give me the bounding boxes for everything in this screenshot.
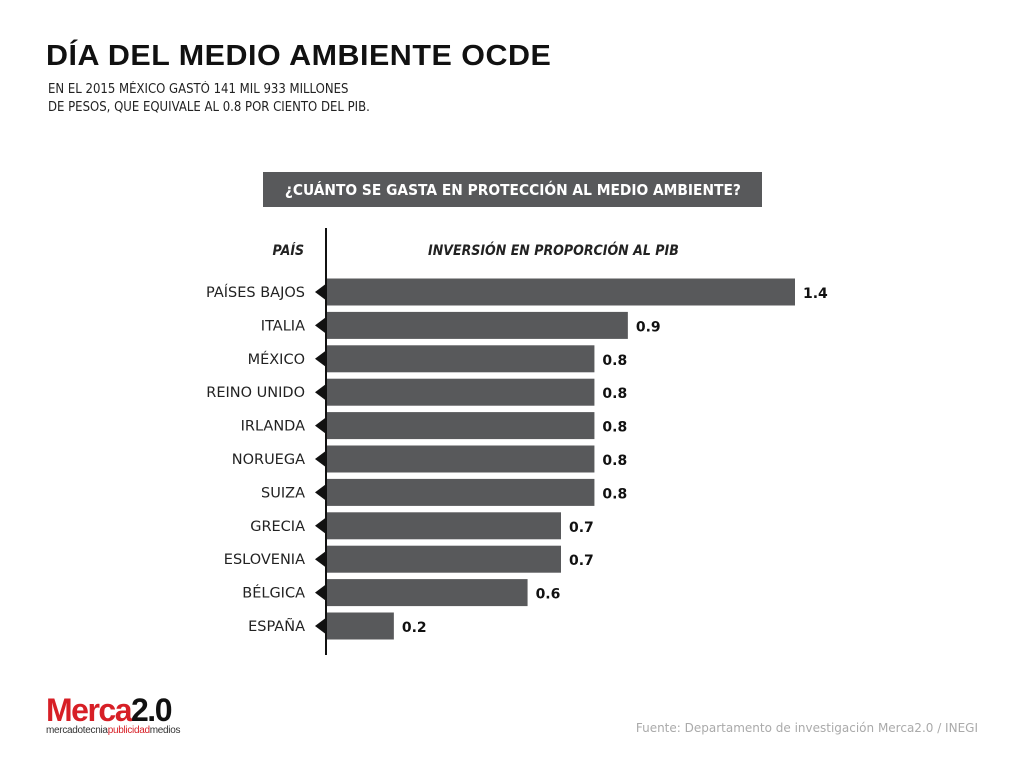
value-header: INVERSIÓN EN PROPORCIÓN AL PIB <box>428 243 679 259</box>
category-label: REINO UNIDO <box>206 385 305 401</box>
row-marker-icon <box>315 550 327 569</box>
subtitle-line-1: EN EL 2015 MÉXICO GASTÓ 141 MIL 933 MILL… <box>48 82 349 97</box>
row-marker-icon <box>315 416 327 435</box>
category-label: IRLANDA <box>241 419 305 435</box>
merca-logo: Merca2.0 mercadotecniapublicidadmedios <box>46 692 181 736</box>
value-label: 1.4 <box>803 286 828 302</box>
value-label: 0.2 <box>402 620 427 636</box>
category-label: ITALIA <box>261 318 305 334</box>
source-note: Fuente: Departamento de investigación Me… <box>635 721 978 735</box>
category-label: ESPAÑA <box>248 618 305 635</box>
category-label: NORUEGA <box>232 452 305 468</box>
category-label: BÉLGICA <box>242 585 305 602</box>
page-title: DÍA DEL MEDIO AMBIENTE OCDE <box>46 40 552 72</box>
bar <box>327 512 561 540</box>
row-marker-icon <box>315 383 327 402</box>
bar <box>327 345 595 373</box>
row-marker-icon <box>315 283 327 301</box>
category-label: SUIZA <box>261 485 305 501</box>
bar <box>327 412 595 440</box>
row-marker-icon <box>315 316 327 335</box>
bar <box>327 478 595 506</box>
row-marker-icon <box>315 450 327 468</box>
value-label: 0.7 <box>569 553 594 569</box>
subtitle-line-2: DE PESOS, QUE EQUIVALE AL 0.8 POR CIENTO… <box>48 100 370 115</box>
row-marker-icon <box>315 516 327 535</box>
category-label: GRECIA <box>250 519 305 535</box>
value-label: 0.8 <box>602 386 627 402</box>
value-label: 0.6 <box>536 587 561 603</box>
country-header: PAÍS <box>272 243 304 259</box>
value-label: 0.8 <box>602 453 627 469</box>
value-label: 0.8 <box>602 420 627 436</box>
bar <box>327 378 595 406</box>
value-label: 0.8 <box>602 486 627 502</box>
row-marker-icon <box>315 349 327 368</box>
category-label: MÉXICO <box>248 351 305 368</box>
value-label: 0.8 <box>602 353 627 369</box>
category-label: PAÍSES BAJOS <box>206 284 305 301</box>
value-label: 0.9 <box>636 319 661 335</box>
bar <box>327 579 528 607</box>
category-label: ESLOVENIA <box>224 552 305 568</box>
row-marker-icon <box>315 483 327 502</box>
bar <box>327 545 561 573</box>
bar <box>327 311 628 339</box>
question-text: ¿CUÁNTO SE GASTA EN PROTECCIÓN AL MEDIO … <box>284 180 741 199</box>
question-banner: ¿CUÁNTO SE GASTA EN PROTECCIÓN AL MEDIO … <box>263 172 762 207</box>
bar <box>327 612 394 640</box>
bar <box>327 278 795 306</box>
row-marker-icon <box>315 583 327 602</box>
row-marker-icon <box>315 617 327 635</box>
value-label: 0.7 <box>569 520 594 536</box>
bar <box>327 445 595 473</box>
